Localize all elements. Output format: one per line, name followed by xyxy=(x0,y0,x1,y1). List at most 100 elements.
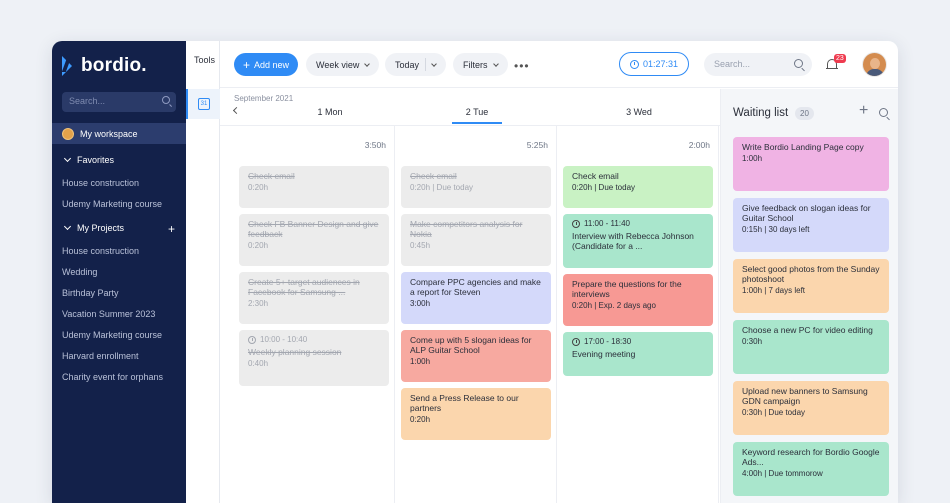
day-column-tue: 5:25h Check email 0:20h | Due today Make… xyxy=(395,126,557,503)
avatar-face xyxy=(870,58,880,69)
today-button[interactable]: Today xyxy=(385,53,447,76)
filters-label: Filters xyxy=(463,59,488,70)
event-card[interactable]: 10:00 - 10:40 Weekly planning session 0:… xyxy=(239,330,389,386)
waiting-card[interactable]: Write Bordio Landing Page copy 1:00h xyxy=(733,137,889,191)
day-header[interactable]: 1 Mon xyxy=(317,107,343,117)
user-avatar[interactable] xyxy=(862,52,887,77)
divider xyxy=(425,58,427,71)
view-select[interactable]: Week view xyxy=(306,53,380,76)
waiting-meta: 1:00h | 7 days left xyxy=(742,286,806,295)
search-icon xyxy=(794,59,803,68)
day-header[interactable]: 3 Wed xyxy=(626,107,652,117)
sidebar-item-favorite[interactable]: Udemy Marketing course xyxy=(62,199,163,209)
task-card[interactable]: Create 5+ target audiences in Facebook f… xyxy=(239,272,389,324)
event-meta: 0:40h xyxy=(248,359,269,368)
task-card[interactable]: Send a Press Release to our partners 0:2… xyxy=(401,388,551,440)
clock-icon xyxy=(248,336,256,344)
event-time-text: 10:00 - 10:40 xyxy=(260,335,308,344)
task-card[interactable]: Check email 0:20h | Due today xyxy=(401,166,551,208)
logo-text: bordio. xyxy=(81,55,147,76)
favorites-section[interactable]: Favorites xyxy=(63,154,175,165)
add-new-label: Add new xyxy=(253,59,290,70)
task-meta: 3:00h xyxy=(410,299,431,308)
add-project-icon[interactable]: + xyxy=(167,222,175,236)
today-indicator xyxy=(452,122,502,124)
task-meta: 0:20h xyxy=(248,241,269,250)
search-icon[interactable] xyxy=(879,108,888,117)
task-meta: 0:45h xyxy=(410,241,431,250)
sidebar-item-project[interactable]: Birthday Party xyxy=(62,288,119,298)
task-title: Prepare the questions for the interviews xyxy=(572,279,682,299)
task-title: Send a Press Release to our partners xyxy=(410,393,519,413)
clock-icon xyxy=(572,338,580,346)
waiting-card[interactable]: Keyword research for Bordio Google Ads..… xyxy=(733,442,889,496)
calendar-week: September 2021 1 Mon 2 Tue 3 Wed 3:50h C… xyxy=(220,89,720,503)
waiting-meta: 0:30h | Due today xyxy=(742,408,806,417)
task-meta: 2:30h xyxy=(248,299,269,308)
day-total: 3:50h xyxy=(364,140,386,150)
favorites-label: Favorites xyxy=(77,155,115,165)
event-card[interactable]: 17:00 - 18:30 Evening meeting xyxy=(563,332,713,376)
sidebar-search-input[interactable]: Search... xyxy=(62,92,176,112)
sidebar-search-placeholder: Search... xyxy=(69,96,106,106)
waiting-title: Choose a new PC for video editing xyxy=(742,325,873,335)
filters-button[interactable]: Filters xyxy=(453,53,508,76)
sidebar-item-project[interactable]: Udemy Marketing course xyxy=(62,330,163,340)
task-card[interactable]: Make competitors analysis for Nokia 0:45… xyxy=(401,214,551,266)
projects-section[interactable]: My Projects + xyxy=(63,222,175,236)
waiting-meta: 0:15h | 30 days left xyxy=(742,225,810,234)
event-time: 10:00 - 10:40 xyxy=(248,335,380,345)
task-meta: 0:20h xyxy=(410,415,431,424)
tools-panel: Tools 31 xyxy=(186,41,220,503)
sidebar-item-favorite[interactable]: House construction xyxy=(62,178,140,188)
chevron-down-icon xyxy=(492,60,499,67)
notification-badge: 23 xyxy=(834,54,846,63)
bell-icon[interactable] xyxy=(826,58,838,71)
chevron-left-icon[interactable] xyxy=(232,106,241,115)
waiting-meta: 4:00h | Due tommorow xyxy=(742,469,823,478)
sidebar-item-project[interactable]: House construction xyxy=(62,246,140,256)
chevron-down-icon xyxy=(431,60,437,67)
avatar-body xyxy=(866,69,884,76)
task-card[interactable]: Check email 0:20h | Due today xyxy=(563,166,713,208)
sidebar-item-project[interactable]: Wedding xyxy=(62,267,98,277)
month-label: September 2021 xyxy=(234,94,294,103)
task-card[interactable]: Come up with 5 slogan ideas for ALP Guit… xyxy=(401,330,551,382)
sidebar-item-project[interactable]: Vacation Summer 2023 xyxy=(62,309,156,319)
workspace-label: My workspace xyxy=(80,128,138,139)
task-card[interactable]: Check email 0:20h xyxy=(239,166,389,208)
more-options-icon[interactable]: ••• xyxy=(514,59,530,73)
toolbar: + Add new Week view Today Filters ••• 01… xyxy=(220,41,898,88)
waiting-meta: 0:30h xyxy=(742,337,763,346)
sidebar-item-workspace[interactable]: My workspace xyxy=(52,123,186,144)
task-card[interactable]: Compare PPC agencies and make a report f… xyxy=(401,272,551,324)
task-title: Check email xyxy=(248,171,295,181)
waiting-card[interactable]: Choose a new PC for video editing 0:30h xyxy=(733,320,889,374)
add-new-button[interactable]: + Add new xyxy=(234,53,298,76)
task-card[interactable]: Check FB Banner Design and give feedback… xyxy=(239,214,389,266)
task-title: Check FB Banner Design and give feedback xyxy=(248,219,379,239)
waiting-card[interactable]: Give feedback on slogan ideas for Guitar… xyxy=(733,198,889,252)
waiting-card[interactable]: Upload new banners to Samsung GDN campai… xyxy=(733,381,889,435)
plus-icon: + xyxy=(242,57,250,72)
task-meta: 1:00h xyxy=(410,357,431,366)
search-input[interactable]: Search... xyxy=(704,53,812,76)
event-title: Weekly planning session xyxy=(248,347,342,357)
event-card[interactable]: 11:00 - 11:40 Interview with Rebecca Joh… xyxy=(563,214,713,268)
event-time-text: 11:00 - 11:40 xyxy=(584,219,630,228)
chevron-down-icon xyxy=(364,60,371,67)
sidebar-item-project[interactable]: Harvard enrollment xyxy=(62,351,139,361)
timer-button[interactable]: 01:27:31 xyxy=(619,52,689,76)
waiting-title: Keyword research for Bordio Google Ads..… xyxy=(742,447,880,467)
day-header[interactable]: 2 Tue xyxy=(465,107,489,117)
add-icon[interactable]: + xyxy=(859,102,869,119)
day-column-wed: 2:00h Check email 0:20h | Due today 11:0… xyxy=(557,126,719,503)
sidebar-item-project[interactable]: Charity event for orphans xyxy=(62,372,164,382)
tool-calendar[interactable]: 31 xyxy=(186,89,220,119)
event-time: 11:00 - 11:40 xyxy=(572,219,704,229)
day-total: 2:00h xyxy=(688,140,710,150)
task-card[interactable]: Prepare the questions for the interviews… xyxy=(563,274,713,326)
waiting-card[interactable]: Select good photos from the Sunday photo… xyxy=(733,259,889,313)
task-title: Check email xyxy=(572,171,619,181)
logo[interactable]: bordio. xyxy=(62,55,147,77)
